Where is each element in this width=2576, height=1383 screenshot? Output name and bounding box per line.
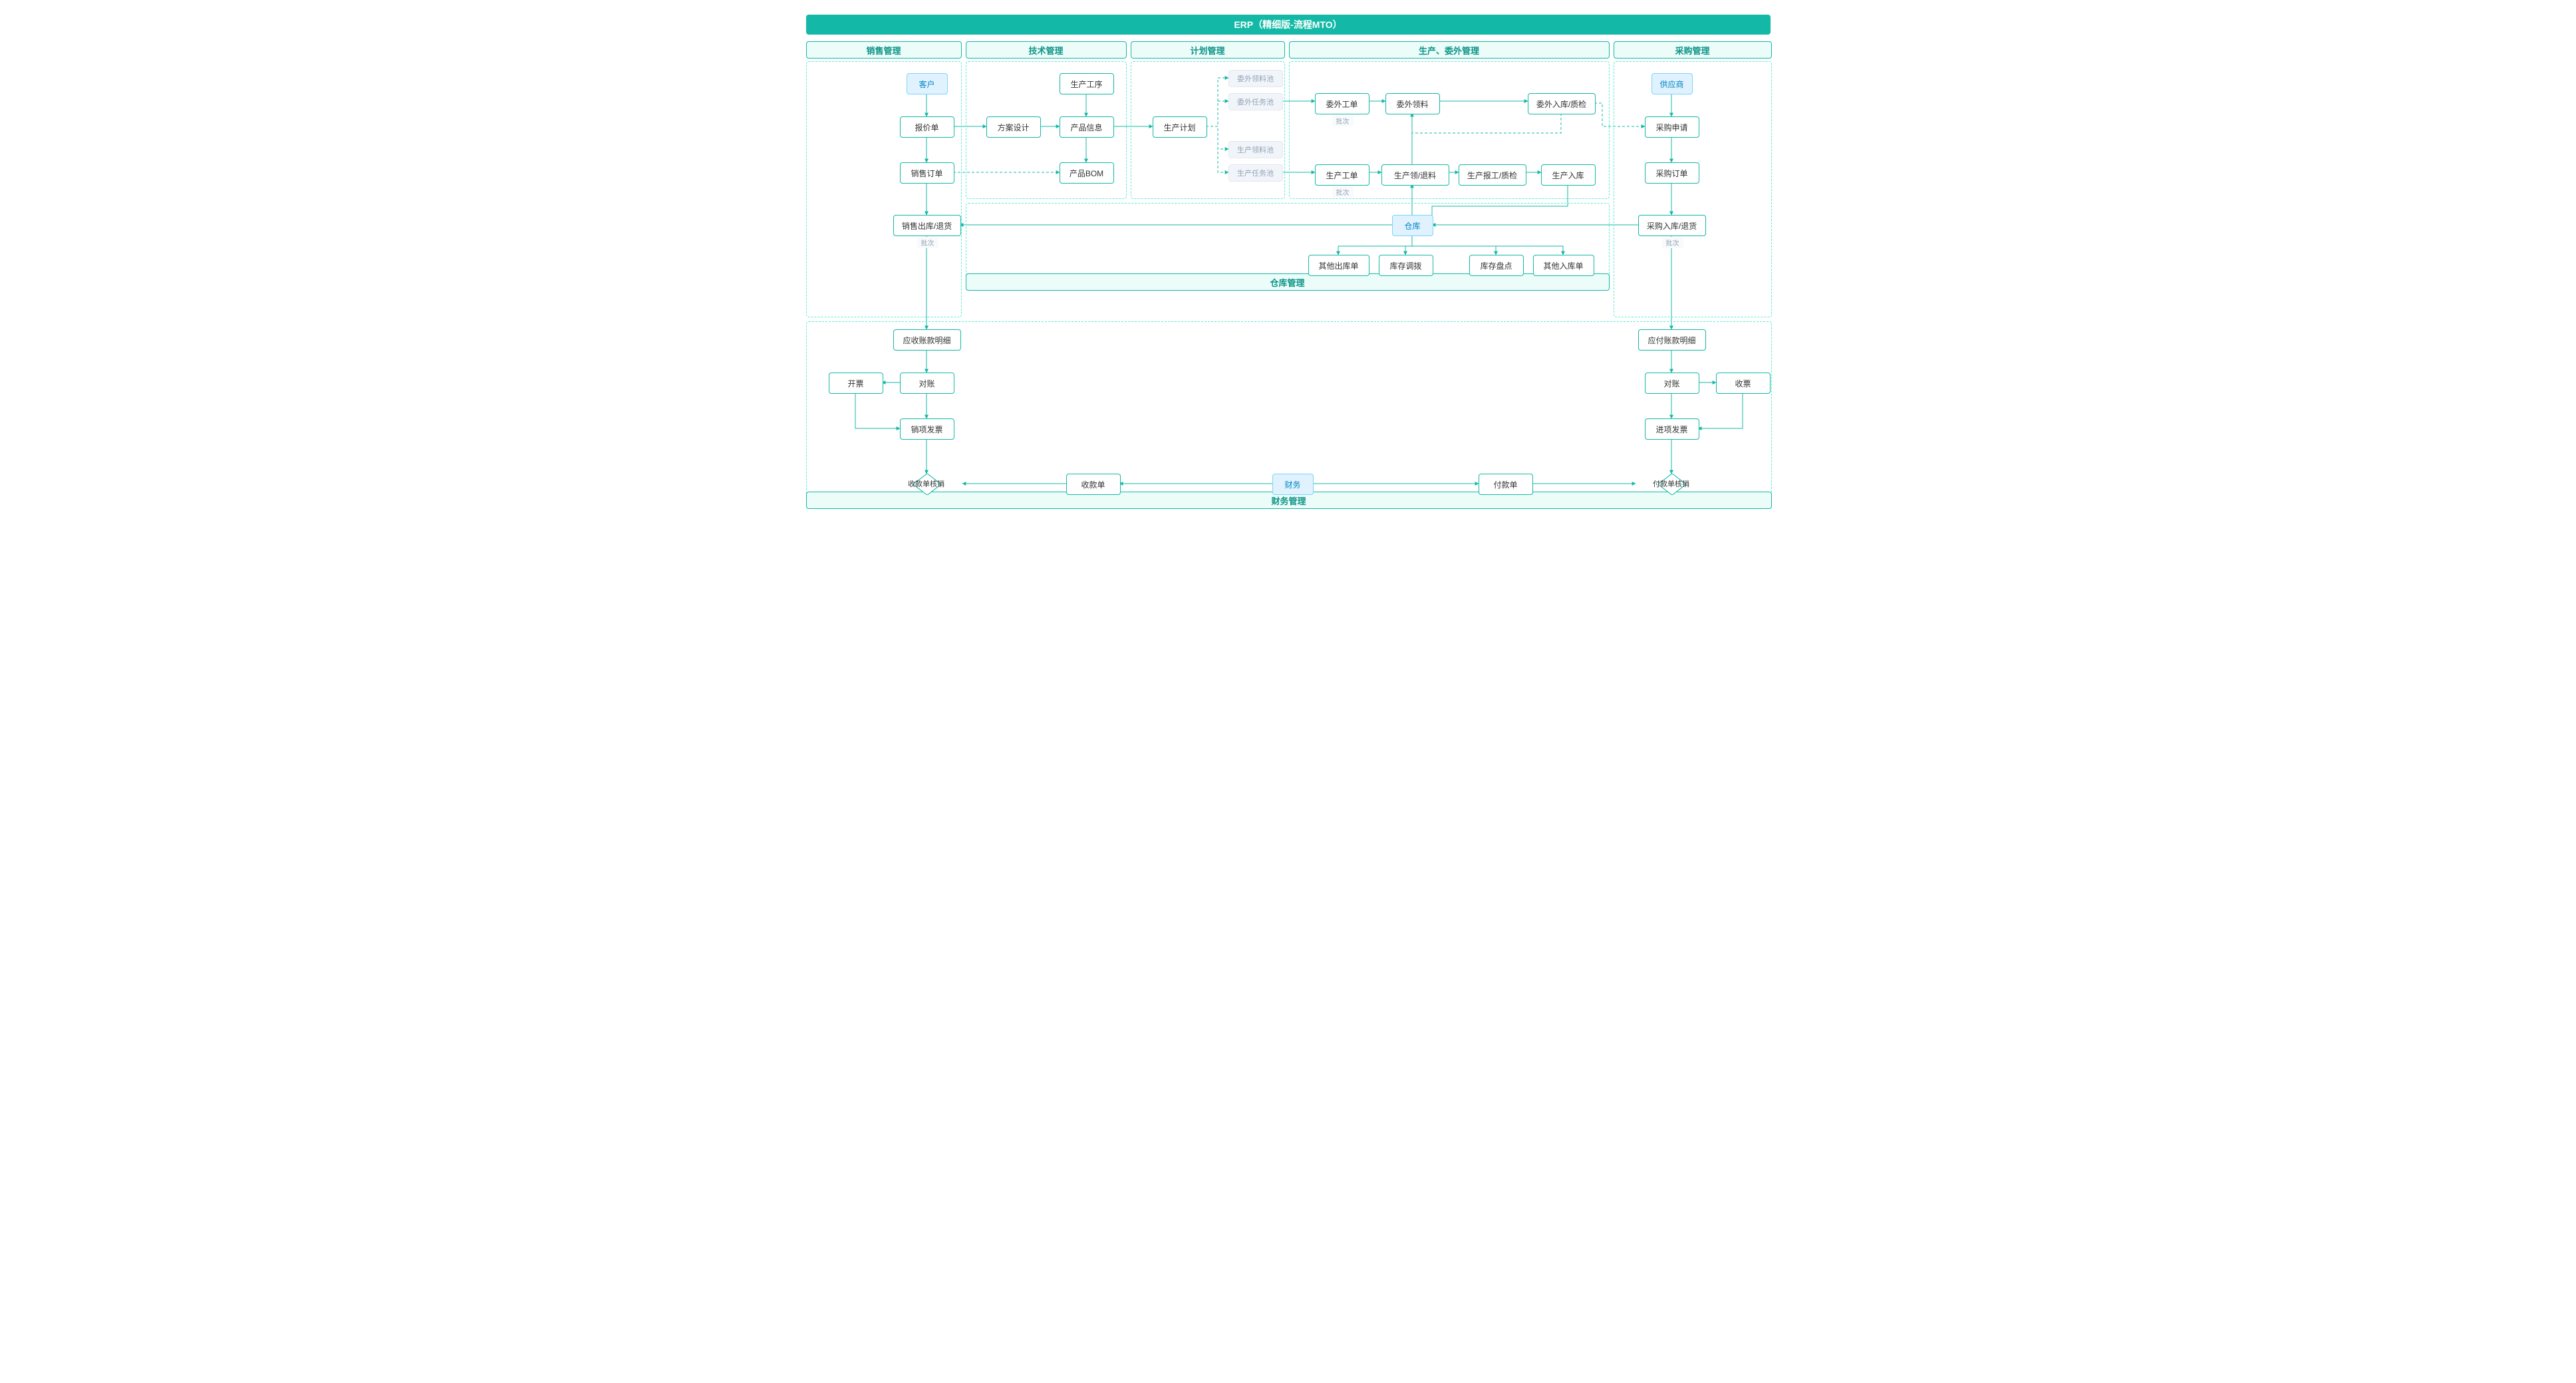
node-ppool1: 生产领料池 bbox=[1228, 141, 1283, 158]
node-ap: 应付账款明细 bbox=[1638, 329, 1706, 351]
node-sinv: 销项发票 bbox=[900, 418, 954, 440]
lane-purchase bbox=[1614, 61, 1772, 317]
node-recon_s: 对账 bbox=[900, 373, 954, 394]
lane-header-plan: 计划管理 bbox=[1131, 41, 1285, 59]
node-pverify: 付款单核销 bbox=[1645, 474, 1698, 494]
diagram-canvas: ERP（精细版-流程MTO） 销售管理技术管理计划管理生产、委外管理采购管理仓库… bbox=[789, 0, 1787, 539]
node-porder: 生产工单 bbox=[1315, 164, 1369, 186]
node-rverify: 收款单核销 bbox=[900, 474, 953, 494]
node-opool1: 委外领料池 bbox=[1228, 70, 1283, 87]
node-sorder: 销售订单 bbox=[900, 162, 954, 184]
node-design: 方案设计 bbox=[986, 116, 1041, 138]
lane-header-purchase: 采购管理 bbox=[1614, 41, 1772, 59]
tag-pinret_tag: 批次 bbox=[1662, 237, 1683, 248]
node-bom: 产品BOM bbox=[1060, 162, 1114, 184]
node-soutret: 销售出库/退货 bbox=[893, 215, 961, 236]
node-wh: 仓库 bbox=[1392, 215, 1433, 236]
node-othout: 其他出库单 bbox=[1308, 255, 1369, 276]
node-ppick: 生产领/退料 bbox=[1381, 164, 1449, 186]
node-receipt: 收款单 bbox=[1066, 474, 1121, 495]
node-fin: 财务 bbox=[1272, 474, 1314, 495]
node-supplier: 供应商 bbox=[1651, 73, 1693, 94]
node-opool2: 委外任务池 bbox=[1228, 93, 1283, 110]
diagram-title: ERP（精细版-流程MTO） bbox=[806, 15, 1771, 35]
node-payment: 付款单 bbox=[1479, 474, 1533, 495]
node-pord: 采购订单 bbox=[1645, 162, 1699, 184]
node-process: 生产工序 bbox=[1060, 73, 1114, 94]
node-oorder: 委外工单 bbox=[1315, 93, 1369, 114]
node-pinv: 进项发票 bbox=[1645, 418, 1699, 440]
node-whmove: 库存调拨 bbox=[1379, 255, 1433, 276]
lane-header-prod: 生产、委外管理 bbox=[1289, 41, 1610, 59]
node-customer: 客户 bbox=[907, 73, 948, 94]
tag-soutret_tag: 批次 bbox=[917, 237, 938, 248]
node-invoice_i: 收票 bbox=[1716, 373, 1771, 394]
lane-sales bbox=[806, 61, 962, 317]
node-othin: 其他入库单 bbox=[1533, 255, 1594, 276]
lane-header-sales: 销售管理 bbox=[806, 41, 962, 59]
node-ar: 应收账款明细 bbox=[893, 329, 961, 351]
lane-header-tech: 技术管理 bbox=[966, 41, 1127, 59]
node-ppool2: 生产任务池 bbox=[1228, 164, 1283, 182]
node-oinqc: 委外入库/质检 bbox=[1528, 93, 1596, 114]
node-opick: 委外领料 bbox=[1385, 93, 1440, 114]
node-preport: 生产报工/质检 bbox=[1459, 164, 1526, 186]
node-pinfo: 产品信息 bbox=[1060, 116, 1114, 138]
node-invoice_o: 开票 bbox=[829, 373, 883, 394]
node-pplan: 生产计划 bbox=[1153, 116, 1207, 138]
node-preq: 采购申请 bbox=[1645, 116, 1699, 138]
node-pinret: 采购入库/退货 bbox=[1638, 215, 1706, 236]
node-pin: 生产入库 bbox=[1541, 164, 1596, 186]
node-quote: 报价单 bbox=[900, 116, 954, 138]
node-whcount: 库存盘点 bbox=[1469, 255, 1524, 276]
node-recon_p: 对账 bbox=[1645, 373, 1699, 394]
tag-porder_tag: 批次 bbox=[1332, 186, 1354, 198]
tag-oorder_tag: 批次 bbox=[1332, 115, 1354, 126]
